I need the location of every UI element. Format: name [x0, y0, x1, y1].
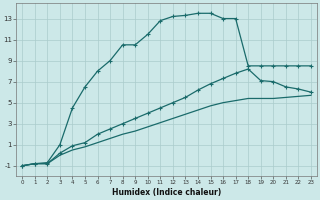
X-axis label: Humidex (Indice chaleur): Humidex (Indice chaleur) [112, 188, 221, 197]
